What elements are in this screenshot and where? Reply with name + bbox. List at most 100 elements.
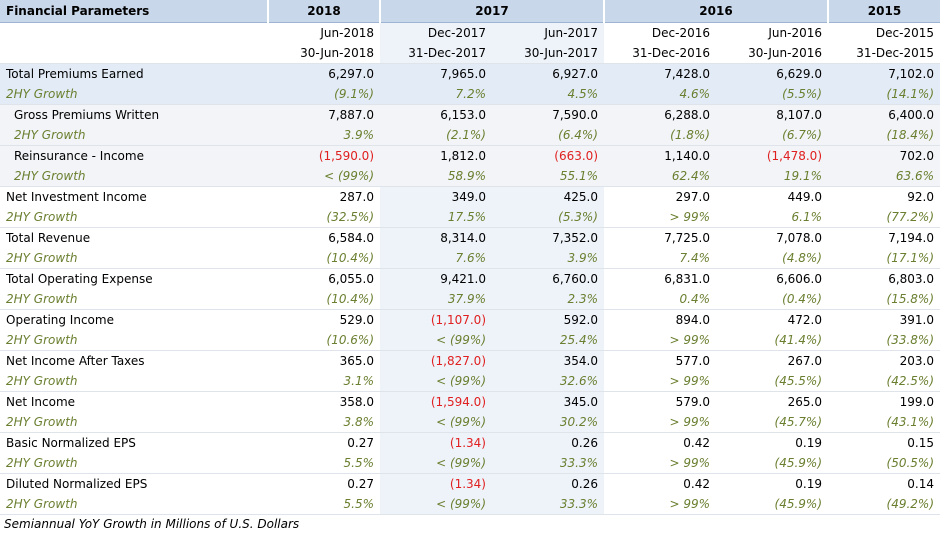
metric-value-cell: 7,352.0	[492, 227, 604, 248]
growth-value-cell: 25.4%	[492, 330, 604, 351]
date-header-cell: 30-Jun-2017	[492, 43, 604, 64]
metric-row: Total Premiums Earned 6,297.0 7,965.0 6,927…	[0, 63, 940, 84]
metric-value-cell: 6,606.0	[776, 272, 822, 286]
metric-value-cell: 92.0	[907, 190, 934, 204]
growth-label: 2HY Growth	[0, 207, 268, 228]
growth-value-cell: > 99%	[604, 494, 716, 515]
metric-row: Net Investment Income 287.0 349.0 425.0 297.…	[0, 186, 940, 207]
metric-label: Total Premiums Earned	[0, 63, 268, 84]
date-header-spacer	[0, 43, 268, 64]
growth-value-cell: > 99%	[604, 207, 716, 228]
growth-value-cell: > 99%	[604, 330, 716, 351]
growth-value-cell: 55.1%	[492, 166, 604, 187]
growth-row: 2HY Growth 3.9% (2.1%) (6.4%) (1.8%) (6.7%) (1…	[0, 125, 940, 146]
growth-value-cell: 5.5%	[268, 494, 380, 515]
metric-value-cell: 577.0	[675, 354, 710, 368]
growth-value-cell: 33.3%	[492, 494, 604, 515]
growth-value-cell: (41.4%)	[716, 330, 828, 351]
year-header-row: Financial Parameters 2018 2017 2016 2015	[0, 0, 940, 23]
growth-row: 2HY Growth (10.6%) < (99%) 25.4% > 99% (41.4%…	[0, 330, 940, 351]
growth-label: 2HY Growth	[0, 248, 268, 269]
growth-value-cell: (10.4%)	[268, 289, 380, 310]
metric-value-cell: (1,107.0)	[380, 309, 492, 330]
growth-value-cell: < (99%)	[380, 494, 492, 515]
metric-value-cell: (1,827.0)	[380, 350, 492, 371]
date-header-cell: 31-Dec-2016	[604, 43, 716, 64]
metric-row: Reinsurance - Income (1,590.0) 1,812.0 (663…	[0, 145, 940, 166]
table-title: Financial Parameters	[0, 0, 269, 23]
metric-value-cell: 592.0	[492, 309, 604, 330]
metric-value-cell: 7,590.0	[492, 104, 604, 125]
growth-value-cell: 3.8%	[268, 412, 380, 433]
growth-value-cell: 30.2%	[492, 412, 604, 433]
footnote: Semiannual YoY Growth in Millions of U.S…	[4, 517, 300, 531]
period-header-cell: Dec-2015	[875, 26, 934, 40]
metric-value-cell: 6,629.0	[716, 63, 828, 84]
metric-label: Net Income After Taxes	[6, 354, 145, 368]
metric-value-cell: 1,140.0	[604, 145, 716, 166]
metric-label: Basic Normalized EPS	[6, 436, 136, 450]
period-header-row: Jun-2018 Dec-2017 Jun-2017 Dec-2016 Jun-2016…	[0, 22, 940, 44]
date-header-cell: 30-Jun-2016	[716, 43, 828, 64]
growth-value-cell: (10.6%)	[268, 330, 380, 351]
growth-row: 2HY Growth 5.5% < (99%) 33.3% > 99% (45.9%) (4…	[0, 494, 940, 515]
metric-value-cell: 354.0	[492, 350, 604, 371]
growth-value-cell: (9.1%)	[268, 84, 380, 105]
year-header-2016: 2016	[603, 0, 828, 23]
year-header-2015: 2015	[827, 0, 940, 23]
growth-label: 2HY Growth	[0, 166, 268, 187]
metric-value-cell: 0.19	[795, 477, 822, 491]
growth-row: 2HY Growth (32.5%) 17.5% (5.3%) > 99% 6.1% (77…	[0, 207, 940, 228]
metric-value-cell: 365.0	[339, 354, 374, 368]
financial-parameters-table: Financial Parameters 2018 2017 2016 2015…	[0, 0, 940, 515]
growth-value-cell: (1.8%)	[604, 125, 716, 146]
metric-value-cell: 9,421.0	[380, 268, 492, 289]
metric-value-cell: 7,102.0	[828, 63, 940, 84]
period-header-cell: Jun-2016	[768, 26, 822, 40]
growth-value-cell: (77.2%)	[828, 207, 940, 228]
metric-value-cell: 7,965.0	[380, 63, 492, 84]
growth-value-cell: < (99%)	[380, 371, 492, 392]
period-header-spacer	[0, 23, 268, 44]
metric-value-cell: 203.0	[899, 354, 934, 368]
growth-value-cell: (45.9%)	[716, 494, 828, 515]
metric-value-cell: 1,812.0	[380, 145, 492, 166]
growth-value-cell: (5.3%)	[492, 207, 604, 228]
metric-label: Reinsurance - Income	[0, 145, 268, 166]
growth-label: 2HY Growth	[0, 289, 268, 310]
metric-value-cell: 6,584.0	[328, 231, 374, 245]
year-header-2017: 2017	[379, 0, 604, 23]
metric-value-cell: 6,288.0	[604, 104, 716, 125]
metric-value-cell: 0.27	[347, 436, 374, 450]
metric-row: Gross Premiums Written 7,887.0 6,153.0 7,59…	[0, 104, 940, 125]
metric-label: Operating Income	[6, 313, 114, 327]
growth-value-cell: < (99%)	[268, 166, 380, 187]
growth-value-cell: 5.5%	[268, 453, 380, 474]
metric-value-cell: 7,078.0	[776, 231, 822, 245]
growth-value-cell: (6.4%)	[492, 125, 604, 146]
growth-value-cell: 2.3%	[492, 289, 604, 310]
growth-row: 2HY Growth (10.4%) 7.6% 3.9% 7.4% (4.8%) (17.1…	[0, 248, 940, 269]
metric-row: Basic Normalized EPS 0.27 (1.34) 0.26 0.42 0.…	[0, 432, 940, 453]
metric-value-cell: 391.0	[899, 313, 934, 327]
growth-value-cell: (0.4%)	[716, 289, 828, 310]
metric-value-cell: 297.0	[675, 190, 710, 204]
growth-value-cell: (45.7%)	[716, 412, 828, 433]
date-header-row: 30-Jun-2018 31-Dec-2017 30-Jun-2017 31-Dec-…	[0, 43, 940, 64]
metric-row: Total Operating Expense 6,055.0 9,421.0 6,7…	[0, 268, 940, 289]
metric-value-cell: 358.0	[339, 395, 374, 409]
growth-value-cell: (43.1%)	[828, 412, 940, 433]
metric-value-cell: 7,887.0	[268, 104, 380, 125]
metric-value-cell: 6,760.0	[492, 268, 604, 289]
growth-value-cell: (10.4%)	[268, 248, 380, 269]
growth-value-cell: 3.9%	[492, 248, 604, 269]
growth-value-cell: < (99%)	[380, 412, 492, 433]
growth-value-cell: (42.5%)	[828, 371, 940, 392]
metric-value-cell: 267.0	[787, 354, 822, 368]
metric-value-cell: 345.0	[492, 391, 604, 412]
growth-value-cell: (4.8%)	[716, 248, 828, 269]
metric-row: Operating Income 529.0 (1,107.0) 592.0 894.0…	[0, 309, 940, 330]
growth-value-cell: 4.6%	[604, 84, 716, 105]
metric-value-cell: 6,055.0	[328, 272, 374, 286]
